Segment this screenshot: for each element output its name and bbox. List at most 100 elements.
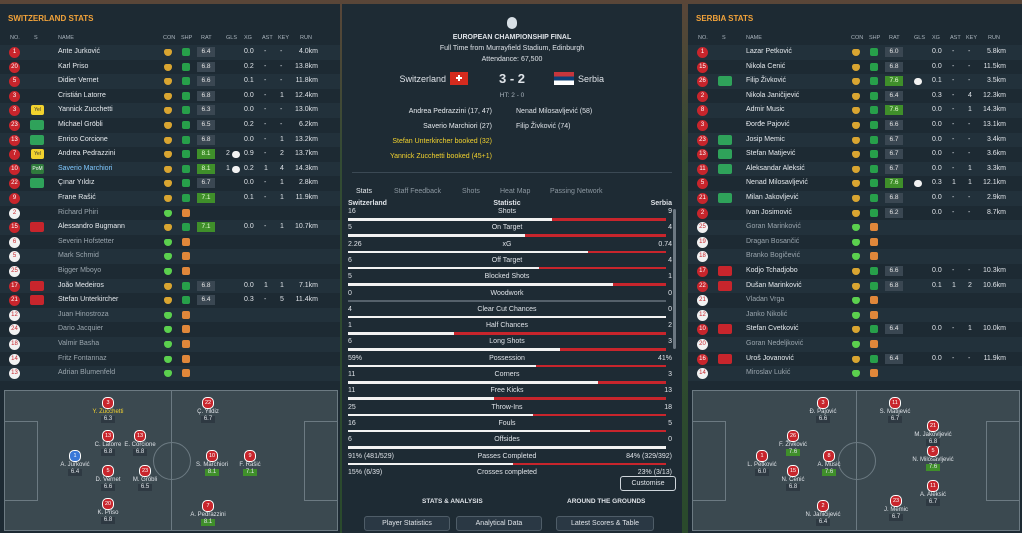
player-row[interactable]: 17 Kodjo Tchadjobo 6.6 0.0 - - 10.3km (688, 264, 1022, 279)
player-row[interactable]: 19 Dragan Bosančić (688, 234, 1022, 250)
player-row[interactable]: 14 Fritz Fontannaz (0, 351, 340, 367)
xg: 0.2 (244, 62, 254, 70)
away-value: 3 (668, 338, 672, 346)
pitch-name: F. Živković (778, 442, 807, 448)
player-row[interactable]: 23 Josip Memic 6.7 0.0 - - 3.4km (688, 132, 1022, 148)
pitch-player[interactable]: 13 E. Corcione 6.8 (110, 430, 170, 456)
player-row[interactable]: 12 Juan Hinostroza (0, 307, 340, 323)
player-name: Michael Gröbli (58, 121, 103, 128)
player-row[interactable]: 26 Filip Živković 7.6 0.1 - - 3.5km (688, 74, 1022, 89)
pitch-player[interactable]: 3 Đ. Pajović 6.6 (793, 397, 853, 423)
player-row[interactable]: 17 João Medeiros 6.8 0.0 1 1 7.1km (0, 278, 340, 294)
player-row[interactable]: 14 Miroslav Lukić (688, 366, 1022, 381)
home-event: Stefan Unterkircher booked (32) (392, 138, 492, 145)
pitch-player[interactable]: 15 N. Cenić 6.8 (763, 465, 823, 491)
pitch-player[interactable]: 11 S. Matijević 6.7 (865, 397, 925, 423)
pitch-player[interactable]: 26 F. Živković 7.6 (763, 430, 823, 456)
player-row[interactable]: 3 Yel Yannick Zucchetti 6.3 0.0 - - 13.0km (0, 103, 340, 118)
section-heading: STATS & ANALYSIS (422, 498, 483, 505)
pitch-player[interactable]: 23 M. Gröbli 6.5 (115, 465, 175, 491)
player-name: Alessandro Bugmann (58, 223, 125, 231)
tab[interactable]: Stats (356, 188, 372, 195)
player-row[interactable]: 9 Frane Rašić 7.1 0.1 - 1 11.9km (0, 191, 340, 206)
player-row[interactable]: 15 Nikola Cenić 6.8 0.0 - - 11.5km (688, 59, 1022, 75)
away-bar (524, 234, 666, 237)
player-row[interactable]: 18 Branko Bogičević (688, 249, 1022, 264)
player-row[interactable]: 24 Dario Jacquier (0, 322, 340, 337)
player-row[interactable]: 11 Aleksandar Aleksić 6.7 0.0 - 1 3.3km (688, 161, 1022, 177)
player-row[interactable]: 21 Stefan Unterkircher 6.4 0.3 - 5 11.4km (0, 293, 340, 308)
pitch-player[interactable]: 8 A. Musić 7.6 (799, 450, 859, 476)
player-row[interactable]: 5 Mark Schmid (0, 249, 340, 264)
key-passes: 2 (968, 281, 972, 289)
tab[interactable]: Heat Map (500, 188, 531, 195)
sharpness (182, 296, 190, 305)
player-row[interactable]: 10 PoM Saverio Marchiori 8.1 1 0.2 1 4 14.3km (0, 161, 340, 177)
player-row[interactable]: 5 Nenad Milosavljević 7.6 0.3 1 1 12.1km (688, 176, 1022, 191)
player-row[interactable]: 21 Vladan Vrga (688, 293, 1022, 308)
player-row[interactable]: 1 Lazar Petković 6.0 0.0 - - 5.8km (688, 45, 1022, 60)
player-row[interactable]: 15 Alessandro Bugmann 7.1 0.0 - 1 10.7km (0, 220, 340, 235)
stat-name: Passes Completed (477, 452, 537, 460)
player-row[interactable]: 3 Cristián Latorre 6.8 0.0 - 1 12.4km (0, 88, 340, 104)
footer-button[interactable]: Latest Scores & Table (556, 516, 654, 531)
goal-icon (232, 165, 240, 173)
player-row[interactable]: 23 Michael Gröbli 6.5 0.2 - - 6.2km (0, 118, 340, 133)
pitch-player[interactable]: 2 N. Janičijević 6.4 (793, 500, 853, 526)
pitch-player[interactable]: 9 F. Rašić 7.1 (220, 450, 280, 476)
pitch-player[interactable]: 10 S. Marchiori 8.1 (182, 450, 242, 476)
pitch-player[interactable]: 13 C. Latorre 6.8 (78, 430, 138, 456)
customise-button[interactable]: Customise (620, 476, 676, 491)
player-row[interactable]: 18 Valmir Basha (0, 337, 340, 352)
pitch-player[interactable]: 1 A. Jurković 6.4 (45, 450, 105, 476)
home-flag (450, 72, 468, 85)
column-header: KEY (278, 35, 290, 41)
pitch-player[interactable]: 20 K. Priso 6.8 (78, 498, 138, 524)
footer-button[interactable]: Analytical Data (456, 516, 542, 531)
player-row[interactable]: 20 Karl Priso 6.8 0.2 - - 13.8km (0, 59, 340, 75)
player-row[interactable]: 1 Ante Jurković 6.4 0.0 - - 4.0km (0, 45, 340, 60)
player-row[interactable]: 12 Janko Nikolić (688, 307, 1022, 323)
player-name: Branko Bogičević (746, 252, 801, 260)
pitch-player[interactable]: 3 Y. Zucchetti 6.3 (78, 397, 138, 423)
key-passes: 1 (280, 179, 284, 187)
sharpness (870, 252, 878, 261)
player-row[interactable]: 22 Çınar Yıldız 6.7 0.0 - 1 2.8km (0, 176, 340, 191)
player-row[interactable]: 16 Uroš Jovanović 6.4 0.0 - - 11.9km (688, 351, 1022, 367)
player-row[interactable]: 3 Đorđe Pajović 6.6 0.0 - - 13.1km (688, 118, 1022, 133)
tab[interactable]: Staff Feedback (394, 188, 441, 195)
pitch-player[interactable]: 23 J. Memic 6.7 (866, 495, 926, 521)
player-row[interactable]: 20 Goran Nedeljković (688, 337, 1022, 352)
pitch-player[interactable]: 1 L. Petković 6.0 (732, 450, 792, 476)
pitch-player[interactable]: 11 A. Aleksić 6.7 (903, 480, 963, 506)
player-row[interactable]: 25 Bigger Mboyo (0, 264, 340, 279)
tab[interactable]: Shots (462, 188, 480, 195)
pitch-player[interactable]: 5 N. Milosavljević 7.6 (903, 445, 963, 471)
player-row[interactable]: 2 Ivan Josimović 6.2 0.0 - - 8.7km (688, 205, 1022, 221)
away-bar (507, 299, 666, 303)
player-row[interactable]: 6 Severin Hofstetter (0, 234, 340, 250)
pitch-player[interactable]: 22 Ç. Yildiz 6.7 (178, 397, 238, 423)
player-row[interactable]: 22 Dušan Marinković 6.8 0.1 1 2 10.6km (688, 278, 1022, 294)
player-name: Kodjo Tchadjobo (746, 267, 798, 274)
rating: 6.4 (197, 295, 215, 306)
pitch-player[interactable]: 5 D. Vernet 6.6 (78, 465, 138, 491)
player-row[interactable]: 7 Yel Andrea Pedrazzini 8.1 2 0.9 - 2 13.7km (0, 147, 340, 162)
pitch-rating: 6.7 (888, 514, 904, 521)
player-row[interactable]: 13 Stefan Matijević 6.7 0.0 - - 3.6km (688, 147, 1022, 162)
pitch-player[interactable]: 21 M. Jakovljević 6.8 (903, 420, 963, 446)
footer-button[interactable]: Player Statistics (364, 516, 450, 531)
player-row[interactable]: 2 Richard Phiri (0, 205, 340, 221)
player-row[interactable]: 5 Didier Vernet 6.6 0.1 - - 11.8km (0, 74, 340, 89)
pitch-rating: 6.0 (754, 469, 770, 476)
player-row[interactable]: 25 Goran Marinković (688, 220, 1022, 235)
player-row[interactable]: 2 Nikola Janičijević 6.4 0.3 - 4 12.3km (688, 88, 1022, 104)
player-row[interactable]: 8 Admir Music 7.6 0.0 - 1 14.3km (688, 103, 1022, 118)
player-name: Stefan Matijević (746, 150, 796, 158)
player-row[interactable]: 13 Enrico Corcione 6.8 0.0 - 1 13.2km (0, 132, 340, 148)
player-row[interactable]: 13 Adrian Blumenfeld (0, 366, 340, 381)
pitch-player[interactable]: 7 A. Pedrazzini 8.1 (178, 500, 238, 526)
player-row[interactable]: 21 Milan Jakovljević 6.8 0.0 - - 2.9km (688, 191, 1022, 206)
tab[interactable]: Passing Network (550, 188, 603, 195)
player-row[interactable]: 10 Stefan Cvetković 6.4 0.0 - 1 10.0km (688, 322, 1022, 337)
